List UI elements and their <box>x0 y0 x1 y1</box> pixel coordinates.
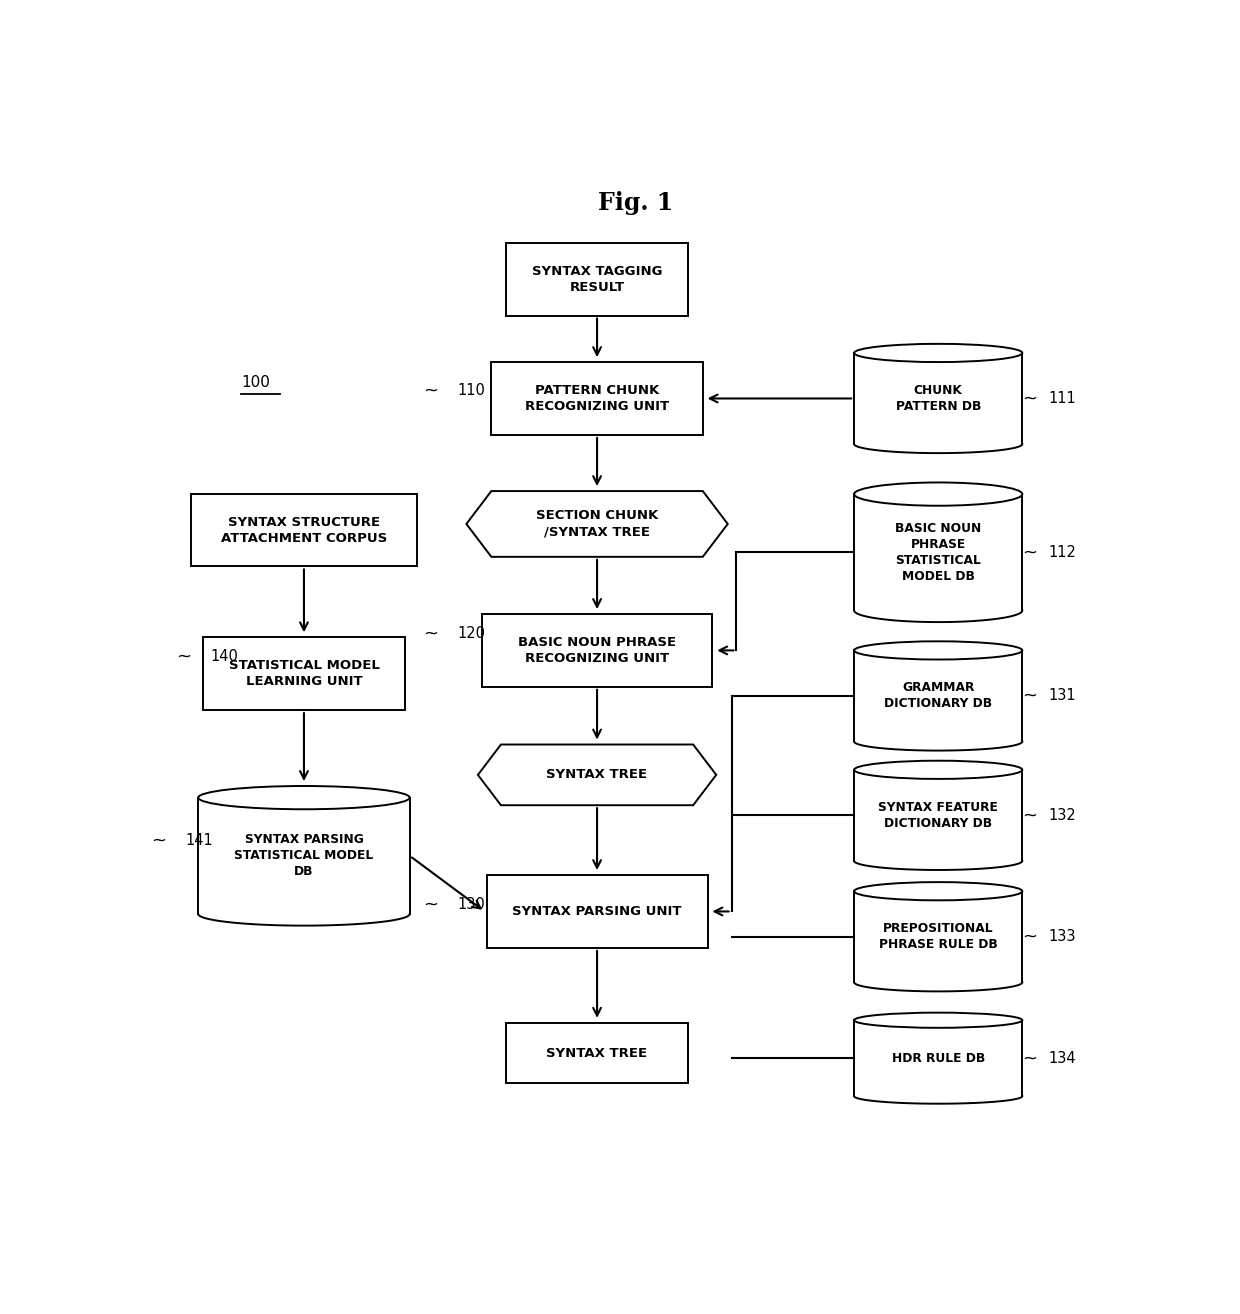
Text: GRAMMAR
DICTIONARY DB: GRAMMAR DICTIONARY DB <box>884 682 992 711</box>
Text: ~: ~ <box>1022 543 1037 561</box>
Text: BASIC NOUN
PHRASE
STATISTICAL
MODEL DB: BASIC NOUN PHRASE STATISTICAL MODEL DB <box>895 522 981 583</box>
Text: 110: 110 <box>458 382 486 398</box>
Text: 141: 141 <box>186 833 213 848</box>
Text: ~: ~ <box>151 832 166 850</box>
Text: 131: 131 <box>1049 689 1076 703</box>
Text: 133: 133 <box>1049 929 1076 945</box>
Text: ~: ~ <box>1022 807 1037 824</box>
Text: 111: 111 <box>1049 392 1076 406</box>
Text: SYNTAX TREE: SYNTAX TREE <box>547 769 647 782</box>
Text: 134: 134 <box>1049 1051 1076 1066</box>
Polygon shape <box>854 1020 1022 1096</box>
Text: 100: 100 <box>242 374 270 390</box>
Polygon shape <box>854 770 1022 861</box>
Ellipse shape <box>198 786 409 809</box>
FancyBboxPatch shape <box>486 875 708 947</box>
Text: ~: ~ <box>1022 687 1037 704</box>
FancyBboxPatch shape <box>506 243 688 315</box>
Text: SECTION CHUNK
/SYNTAX TREE: SECTION CHUNK /SYNTAX TREE <box>536 510 658 539</box>
Text: ~: ~ <box>423 624 438 643</box>
Text: SYNTAX STRUCTURE
ATTACHMENT CORPUS: SYNTAX STRUCTURE ATTACHMENT CORPUS <box>221 515 387 544</box>
Text: SYNTAX FEATURE
DICTIONARY DB: SYNTAX FEATURE DICTIONARY DB <box>878 800 998 830</box>
Text: ~: ~ <box>176 648 191 665</box>
Text: ~: ~ <box>423 381 438 399</box>
Polygon shape <box>198 798 409 915</box>
Text: SYNTAX PARSING UNIT: SYNTAX PARSING UNIT <box>512 905 682 918</box>
Polygon shape <box>477 745 717 805</box>
Text: SYNTAX TREE: SYNTAX TREE <box>547 1047 647 1059</box>
Ellipse shape <box>854 344 1022 363</box>
Text: ~: ~ <box>1022 389 1037 407</box>
FancyBboxPatch shape <box>506 1022 688 1084</box>
Text: BASIC NOUN PHRASE
RECOGNIZING UNIT: BASIC NOUN PHRASE RECOGNIZING UNIT <box>518 636 676 665</box>
Polygon shape <box>854 494 1022 611</box>
Ellipse shape <box>854 882 1022 900</box>
Text: STATISTICAL MODEL
LEARNING UNIT: STATISTICAL MODEL LEARNING UNIT <box>228 660 379 689</box>
Text: 112: 112 <box>1049 545 1076 560</box>
FancyBboxPatch shape <box>481 614 713 687</box>
Polygon shape <box>854 650 1022 741</box>
Text: 130: 130 <box>458 897 486 912</box>
Text: HDR RULE DB: HDR RULE DB <box>892 1051 985 1064</box>
Polygon shape <box>466 491 728 557</box>
Ellipse shape <box>854 1013 1022 1028</box>
Polygon shape <box>854 353 1022 444</box>
Text: Fig. 1: Fig. 1 <box>598 192 673 215</box>
Text: 120: 120 <box>458 625 486 641</box>
Text: ~: ~ <box>423 895 438 913</box>
Text: ~: ~ <box>1022 928 1037 946</box>
Text: PATTERN CHUNK
RECOGNIZING UNIT: PATTERN CHUNK RECOGNIZING UNIT <box>525 384 670 413</box>
Text: PREPOSITIONAL
PHRASE RULE DB: PREPOSITIONAL PHRASE RULE DB <box>879 922 998 951</box>
Text: 132: 132 <box>1049 808 1076 823</box>
Text: ~: ~ <box>1022 1049 1037 1067</box>
Ellipse shape <box>854 641 1022 660</box>
Ellipse shape <box>854 482 1022 506</box>
Text: SYNTAX TAGGING
RESULT: SYNTAX TAGGING RESULT <box>532 264 662 293</box>
Text: 140: 140 <box>211 649 238 664</box>
Polygon shape <box>854 891 1022 983</box>
Text: SYNTAX PARSING
STATISTICAL MODEL
DB: SYNTAX PARSING STATISTICAL MODEL DB <box>234 833 373 878</box>
FancyBboxPatch shape <box>191 494 417 566</box>
FancyBboxPatch shape <box>491 363 703 435</box>
Text: CHUNK
PATTERN DB: CHUNK PATTERN DB <box>895 384 981 413</box>
Ellipse shape <box>854 761 1022 779</box>
FancyBboxPatch shape <box>203 637 404 710</box>
